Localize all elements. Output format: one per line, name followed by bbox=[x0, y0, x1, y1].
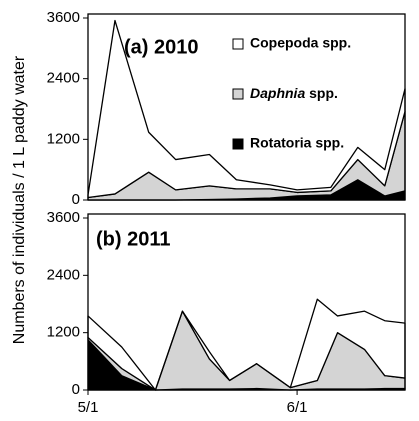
y-tick-label: 3600 bbox=[47, 9, 80, 26]
plot-frame bbox=[87, 213, 406, 391]
y-tick-label: 0 bbox=[72, 381, 80, 398]
y-tick-label: 1200 bbox=[47, 324, 80, 341]
legend-swatch bbox=[232, 138, 244, 150]
y-tick-label: 3600 bbox=[47, 209, 80, 226]
legend-label: Copepoda spp. bbox=[250, 35, 351, 51]
y-tick-label: 1200 bbox=[47, 130, 80, 147]
plot-frame bbox=[87, 13, 406, 201]
legend-swatch bbox=[232, 38, 244, 50]
y-tick-label: 2400 bbox=[47, 266, 80, 283]
panel-title: (a) 2010 bbox=[124, 36, 199, 58]
y-tick-label: 0 bbox=[72, 191, 80, 208]
x-tick-label: 5/1 bbox=[78, 399, 99, 416]
panel-title: (b) 2011 bbox=[96, 228, 170, 250]
legend-label: Rotatoria spp. bbox=[250, 135, 344, 151]
y-axis-label: Numbers of individuals / 1 L paddy water bbox=[11, 55, 28, 344]
x-tick-label: 6/1 bbox=[287, 399, 308, 416]
y-tick-label: 2400 bbox=[47, 70, 80, 87]
legend-label: Daphnia spp. bbox=[250, 85, 338, 101]
legend-swatch bbox=[232, 88, 244, 100]
